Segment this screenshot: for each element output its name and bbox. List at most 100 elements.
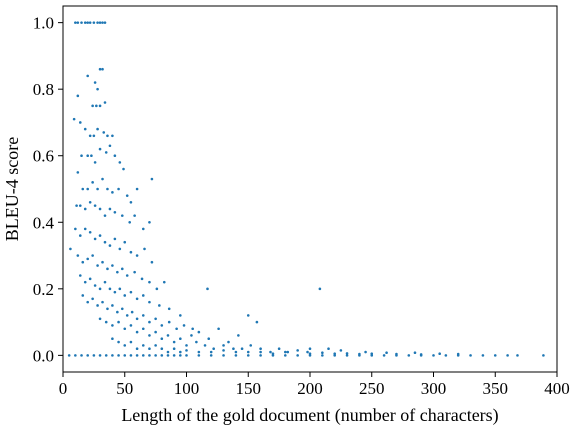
scatter-point	[93, 204, 97, 207]
scatter-point	[148, 220, 151, 224]
scatter-point	[123, 354, 127, 357]
scatter-point	[413, 351, 417, 355]
scatter-point	[123, 294, 127, 297]
scatter-point	[86, 154, 89, 158]
scatter-point	[234, 354, 238, 357]
x-tick-label: 0	[59, 379, 68, 398]
scatter-point	[108, 207, 112, 211]
scatter-point	[135, 347, 139, 351]
scatter-point	[212, 347, 215, 351]
scatter-point	[98, 234, 102, 237]
scatter-points	[67, 21, 545, 357]
scatter-point	[129, 201, 133, 204]
scatter-point	[542, 354, 545, 357]
y-tick-label: 0.2	[33, 280, 54, 299]
scatter-point	[155, 287, 159, 291]
scatter-point	[86, 187, 89, 191]
scatter-point	[120, 267, 124, 271]
scatter-point	[96, 264, 99, 267]
scatter-point	[72, 117, 76, 121]
scatter-point	[96, 21, 99, 24]
scatter-point	[86, 300, 89, 304]
x-tick-label: 200	[297, 379, 323, 398]
scatter-point	[108, 144, 112, 148]
scatter-point	[259, 350, 262, 354]
scatter-point	[98, 104, 102, 108]
scatter-point	[104, 151, 108, 154]
scatter-point	[129, 250, 133, 254]
scatter-point	[93, 237, 97, 241]
scatter-point	[358, 354, 361, 357]
scatter-point	[160, 337, 164, 341]
scatter-point	[91, 181, 94, 184]
scatter-point	[382, 354, 386, 357]
scatter-point	[88, 201, 92, 204]
scatter-point	[197, 330, 201, 334]
scatter-point	[191, 327, 194, 331]
scatter-point	[78, 274, 82, 277]
scatter-point	[111, 191, 114, 194]
scatter-point	[172, 354, 176, 357]
scatter-point	[385, 351, 388, 355]
scatter-point	[113, 154, 117, 158]
scatter-point	[148, 280, 151, 284]
scatter-point	[438, 352, 441, 356]
y-tick-label: 1.0	[33, 14, 54, 33]
scatter-point	[123, 240, 127, 244]
scatter-point	[80, 354, 83, 357]
scatter-point	[135, 297, 139, 301]
scatter-point	[306, 350, 309, 354]
scatter-point	[217, 327, 220, 331]
scatter-point	[101, 21, 104, 24]
scatter-point	[135, 330, 139, 334]
x-tick-label: 300	[421, 379, 447, 398]
scatter-point	[83, 280, 87, 284]
scatter-point	[78, 121, 82, 124]
scatter-point	[129, 290, 133, 294]
scatter-point	[321, 351, 324, 355]
scatter-point	[118, 247, 122, 251]
scatter-point	[98, 21, 102, 24]
scatter-point	[93, 81, 97, 84]
scatter-point	[148, 320, 151, 324]
scatter-point	[103, 21, 107, 24]
scatter-point	[113, 237, 117, 241]
scatter-point	[154, 344, 157, 347]
scatter-point	[118, 161, 122, 164]
scatter-point	[92, 134, 96, 138]
scatter-point	[160, 324, 164, 327]
scatter-point	[92, 354, 96, 357]
scatter-point	[93, 284, 97, 287]
scatter-point	[271, 354, 275, 357]
scatter-point	[135, 254, 139, 257]
scatter-point	[86, 354, 89, 357]
scatter-point	[166, 354, 170, 357]
scatter-point	[140, 277, 144, 281]
scatter-point	[133, 270, 136, 274]
scatter-point	[98, 354, 102, 357]
scatter-point	[96, 127, 99, 131]
scatter-point	[148, 300, 151, 304]
scatter-point	[88, 134, 92, 138]
scatter-point	[120, 214, 124, 217]
scatter-point	[101, 260, 104, 264]
scatter-point	[222, 349, 225, 352]
scatter-point	[154, 354, 157, 357]
scatter-point	[83, 127, 87, 131]
scatter-point	[123, 344, 127, 347]
x-tick-label: 250	[359, 379, 385, 398]
scatter-point	[113, 290, 117, 294]
scatter-point	[81, 187, 85, 191]
y-tick-label: 0.8	[33, 80, 54, 99]
scatter-point	[370, 354, 374, 357]
scatter-point	[83, 21, 87, 24]
scatter-point	[91, 254, 94, 257]
scatter-point	[141, 354, 145, 357]
scatter-point	[444, 354, 448, 357]
scatter-point	[143, 247, 146, 251]
scatter-point	[333, 354, 337, 357]
scatter-point	[190, 334, 193, 337]
scatter-point	[108, 287, 112, 291]
scatter-point	[117, 320, 120, 324]
